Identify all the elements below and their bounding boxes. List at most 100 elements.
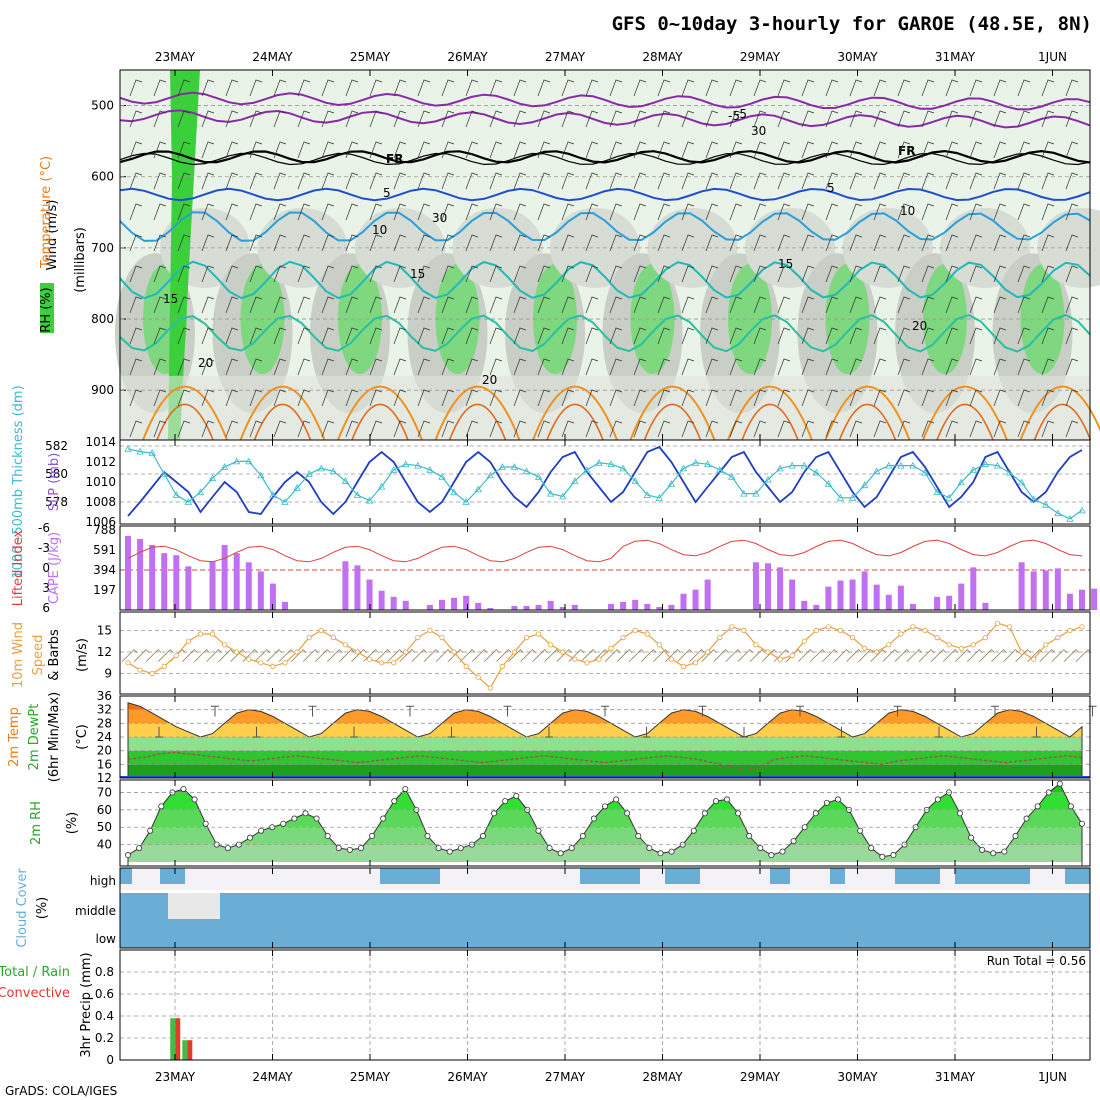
isotherm-line	[119, 91, 1091, 111]
wind-barb	[609, 420, 623, 438]
thickness-point	[643, 491, 651, 498]
cape-bar	[354, 565, 361, 610]
wind-barb	[849, 172, 863, 190]
wind-barb	[537, 420, 551, 438]
wind-barb	[513, 79, 527, 97]
wind-barb	[133, 649, 150, 662]
cape-bar	[1042, 570, 1049, 610]
thickness-point	[981, 460, 990, 468]
wind-barb	[345, 265, 359, 283]
cloud-level-label: low	[96, 932, 117, 946]
wind-barb	[801, 110, 815, 128]
rh-point	[502, 798, 509, 805]
rh-low-layer	[120, 375, 1090, 440]
thickness-point	[426, 465, 434, 473]
wind-barb	[1065, 327, 1079, 345]
wind-barb	[945, 358, 959, 376]
thickness-point	[402, 460, 410, 468]
wind-barb	[544, 649, 560, 662]
wind-barb	[201, 358, 215, 376]
wind-speed-point	[560, 649, 566, 655]
wind-barb	[273, 265, 287, 283]
wind-barb	[897, 110, 911, 128]
wind-barb	[969, 327, 983, 345]
wind-barb	[580, 649, 597, 662]
wind-barb	[537, 172, 551, 190]
thickness-point	[933, 488, 941, 496]
rh-point	[158, 803, 165, 810]
cape-bar	[632, 599, 639, 610]
wind-barb	[882, 649, 899, 662]
wind-barb	[177, 141, 191, 159]
thickness-point	[414, 461, 422, 469]
wind-barb	[921, 79, 935, 97]
wind-barb	[417, 265, 431, 283]
rh-point	[202, 820, 209, 827]
rh-band	[128, 844, 1082, 862]
cape-tick-label: 591	[93, 543, 116, 557]
wind-barb	[417, 110, 431, 128]
wind-barb	[1065, 265, 1079, 283]
wind-speed-point	[946, 642, 952, 648]
wind-barb	[465, 172, 479, 190]
contour-label: 30	[432, 211, 447, 225]
wind-speed-point	[717, 634, 723, 641]
wind-barb	[725, 649, 742, 662]
wind-barb	[801, 141, 815, 159]
rh2m-units-label: (%)	[65, 812, 80, 835]
thickness-point	[1005, 468, 1014, 476]
wind-barb	[1017, 265, 1031, 283]
thickness-point	[945, 493, 953, 501]
wind-barb	[609, 203, 623, 221]
wind-barb	[489, 234, 503, 252]
wind-barb	[801, 172, 815, 190]
thickness-point	[1030, 495, 1038, 503]
wind-barb	[129, 358, 143, 376]
wind-barb	[369, 203, 383, 221]
rh-point	[724, 796, 731, 803]
wind-barb	[1065, 141, 1079, 159]
wind-barb	[297, 296, 311, 314]
wind-barb	[585, 327, 599, 345]
wind-speed-point	[632, 627, 638, 634]
rh-point	[746, 832, 753, 839]
wind-barb	[681, 420, 695, 438]
temp-error-bar	[252, 726, 261, 738]
wind-barb	[489, 358, 503, 376]
wind-barb	[177, 327, 191, 345]
wind-barb	[230, 649, 246, 662]
wind-barb	[513, 420, 527, 438]
wind-barb	[801, 296, 815, 314]
wind-barb	[297, 141, 311, 159]
wind-barb	[1065, 172, 1079, 190]
wind-barb	[657, 358, 671, 376]
thickness-point	[184, 498, 193, 505]
wind-speed-point	[644, 631, 650, 637]
dewpoint-line	[127, 751, 1083, 771]
lifted-index-tick-label: -3	[38, 541, 50, 555]
wind-barb	[369, 296, 383, 314]
wind-barb	[945, 327, 959, 345]
wind-barb	[1041, 203, 1055, 221]
wind-barb	[993, 203, 1007, 221]
thickness-point	[860, 481, 869, 489]
thickness-line	[127, 448, 1083, 520]
wind-barb	[465, 389, 479, 407]
wind-speed-point	[874, 649, 880, 655]
cape-bar	[861, 571, 868, 610]
wind-barb	[825, 172, 839, 190]
wind-speed-point	[487, 685, 493, 691]
wind-barb	[121, 649, 138, 662]
rh-point	[191, 796, 198, 803]
wind-barb	[321, 141, 335, 159]
cape-bar	[342, 561, 349, 610]
wind-barb	[297, 172, 311, 190]
wind-barb	[129, 203, 143, 221]
wind-barb	[921, 358, 935, 376]
precip-convective-bar	[187, 1040, 193, 1060]
rh-point	[280, 820, 287, 827]
rh-point	[979, 846, 986, 853]
wind-barb	[441, 234, 455, 252]
wind-barb	[993, 420, 1007, 438]
wind-barb	[897, 389, 911, 407]
